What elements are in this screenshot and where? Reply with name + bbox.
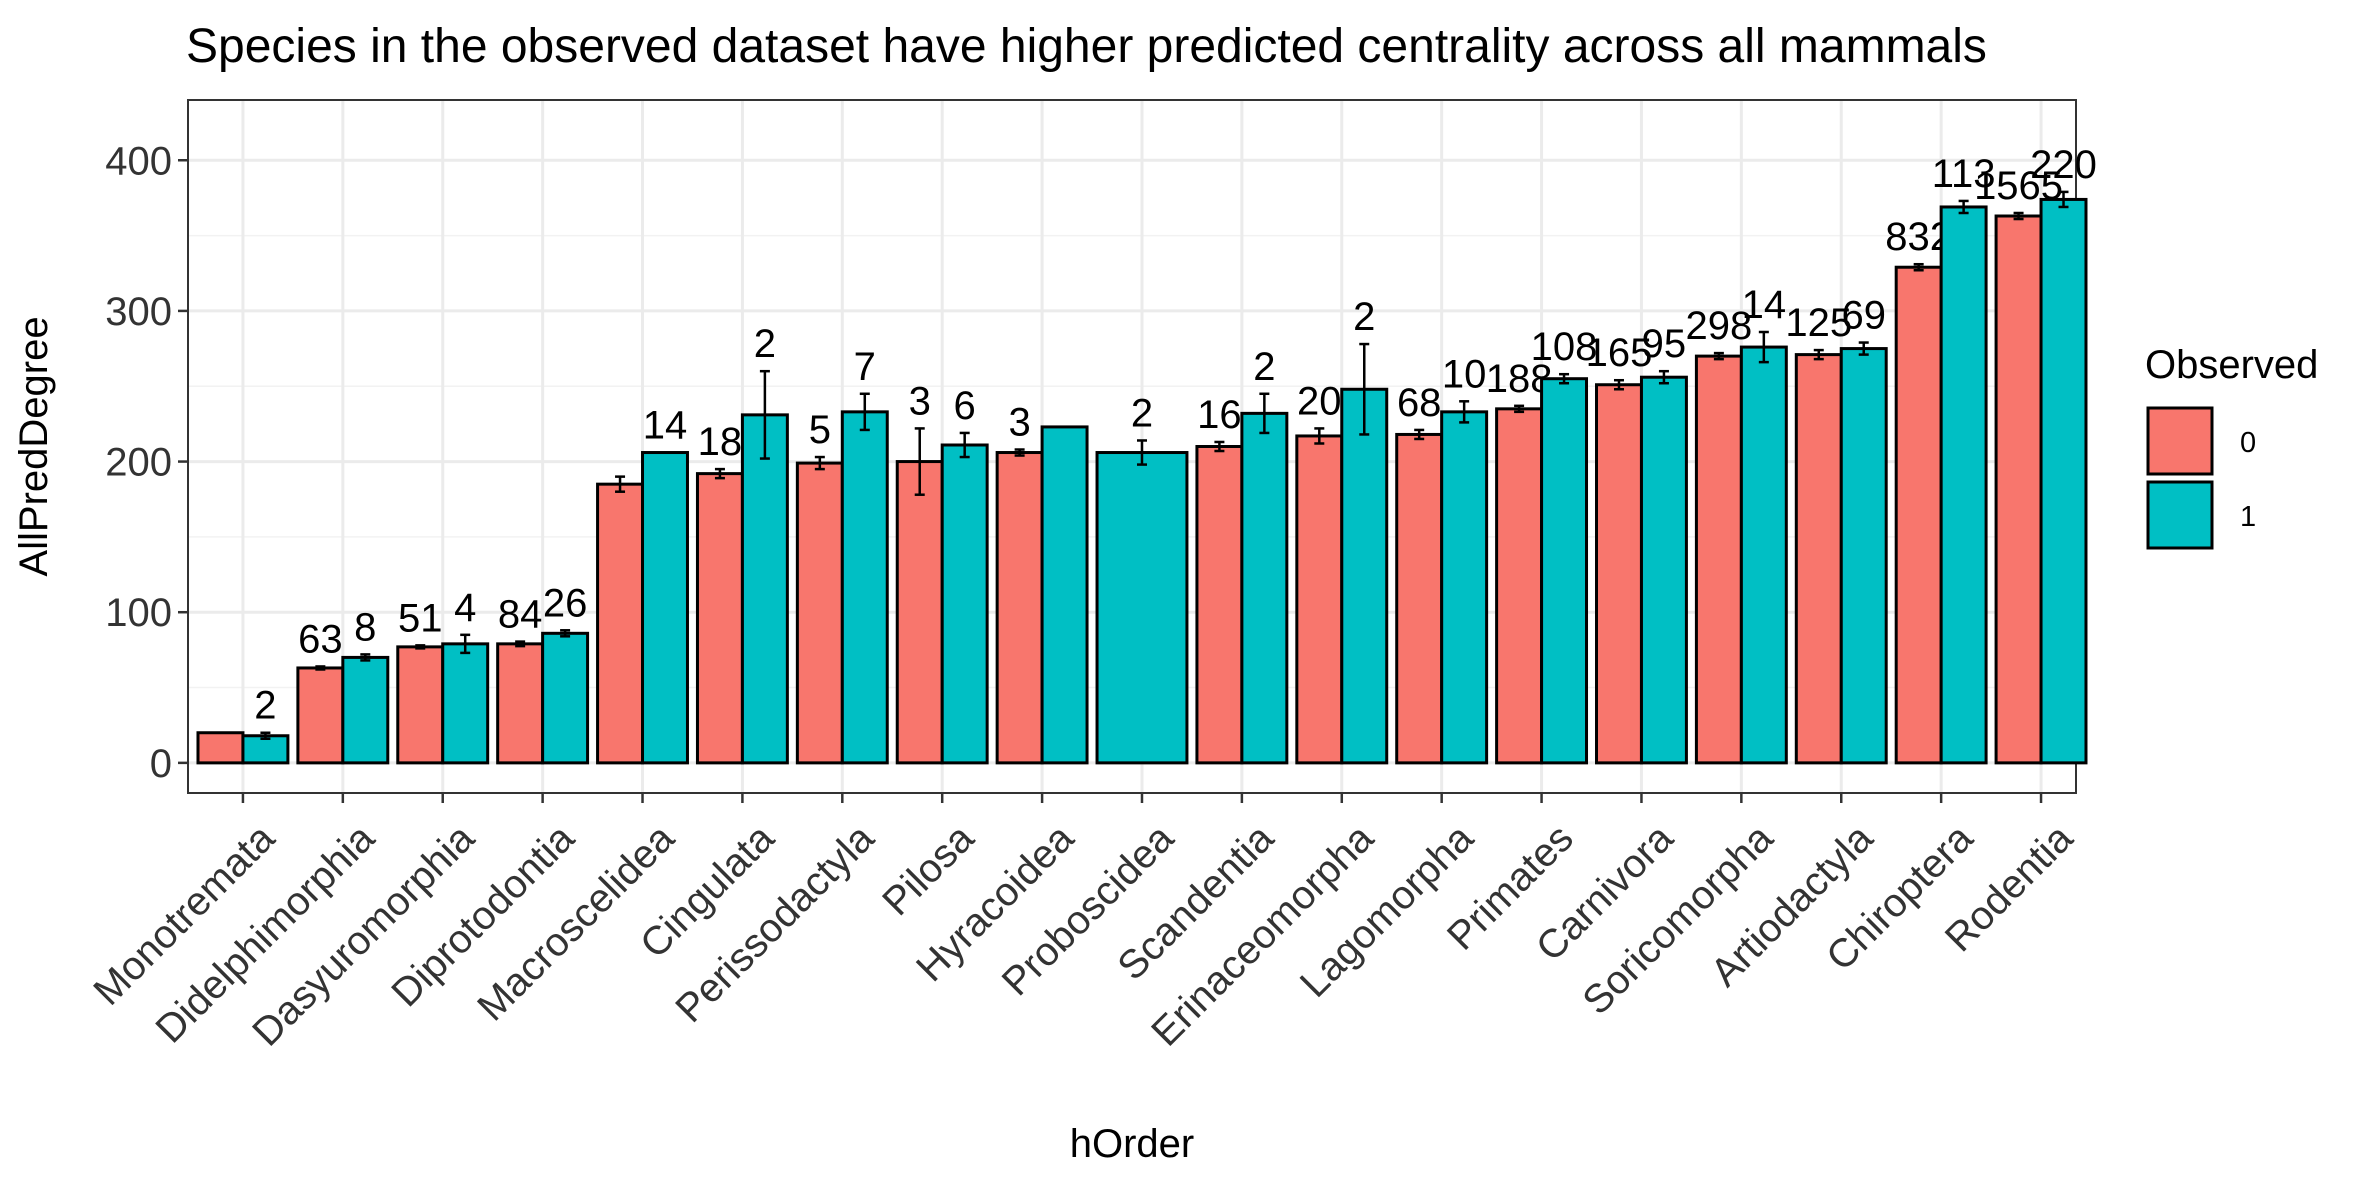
bar-Artiodactyla-1: [1839, 347, 1888, 765]
bar-Scandentia-0: [1195, 445, 1244, 765]
bar-Macroscelidea-1: [641, 451, 689, 765]
count-label: 2: [1253, 345, 1275, 389]
count-label: 2: [1131, 391, 1153, 435]
count-label: 165: [1586, 331, 1653, 375]
y-tick-label: 300: [105, 290, 172, 334]
count-label: 68: [1397, 381, 1442, 425]
bar-Soricomorpha-0: [1694, 354, 1743, 765]
bar-Diprotodontia-0: [496, 642, 545, 765]
bar-Artiodactyla-0: [1794, 353, 1843, 765]
bar-Perissodactyla-1: [840, 410, 889, 765]
count-label: 51: [398, 596, 443, 640]
bar-Macroscelidea-0: [596, 482, 645, 765]
bar-Monotremata-0: [196, 731, 245, 765]
count-label: 6: [954, 384, 976, 428]
count-label: 113: [1932, 152, 1996, 196]
count-label: 7: [854, 345, 876, 389]
bar-Soricomorpha-1: [1739, 345, 1788, 765]
count-label: 220: [2030, 143, 2097, 187]
count-label: 3: [1008, 401, 1030, 445]
bar-Rodentia-0: [1994, 214, 2043, 765]
bar-Primates-0: [1495, 407, 1544, 765]
count-label: 2: [254, 684, 276, 728]
legend-key-1: [2146, 480, 2214, 550]
bar-Perissodactyla-0: [795, 461, 844, 765]
bar-Dasyuromorphia-1: [441, 642, 490, 765]
count-label: 18: [698, 420, 743, 464]
count-label: 125: [1785, 301, 1852, 345]
y-tick-label: 400: [105, 139, 172, 183]
legend-title: Observed: [2145, 343, 2318, 387]
bar-Proboscidea-1: [1095, 451, 1189, 765]
count-label: 2: [1353, 295, 1375, 339]
chart-title: Species in the observed dataset have hig…: [186, 20, 1987, 73]
bar-Rodentia-1: [2039, 197, 2088, 765]
y-axis-title: AllPredDegree: [12, 316, 56, 576]
count-label: 14: [1742, 283, 1787, 327]
bar-Erinaceomorpha-1: [1340, 387, 1389, 765]
bar-Hyracoidea-1: [1040, 425, 1089, 765]
y-tick-label: 0: [150, 742, 172, 786]
bar-Scandentia-1: [1240, 411, 1289, 765]
count-label: 95: [1642, 322, 1687, 366]
count-label: 5: [809, 408, 831, 452]
count-label: 108: [1531, 325, 1598, 369]
bar-Pilosa-0: [895, 460, 944, 765]
bar-Hyracoidea-0: [995, 451, 1044, 765]
x-axis-title: hOrder: [1070, 1122, 1195, 1166]
count-label: 16: [1197, 393, 1242, 437]
bar-Didelphimorphia-0: [296, 666, 345, 765]
count-label: 69: [1841, 294, 1886, 338]
legend: Observed 0 1: [2145, 343, 2318, 550]
bar-Carnivora-1: [1639, 375, 1688, 765]
count-label: 26: [543, 581, 588, 625]
x-tick-label: Lagomorpha: [1292, 816, 1482, 1006]
bar-Chiroptera-0: [1894, 265, 1943, 765]
bar-Didelphimorphia-1: [341, 655, 390, 765]
count-label: 84: [498, 593, 543, 637]
bar-Diprotodontia-1: [541, 631, 590, 765]
bar-Cingulata-1: [740, 413, 789, 765]
bar-Lagomorpha-0: [1395, 432, 1444, 765]
bar-Chiroptera-1: [1939, 205, 1988, 765]
count-label: 10: [1442, 352, 1487, 396]
y-tick-label: 200: [105, 441, 172, 485]
bar-Primates-1: [1540, 377, 1589, 765]
bar-Pilosa-1: [940, 443, 989, 765]
bar-Monotremata-1: [241, 734, 290, 765]
count-label: 3: [909, 379, 931, 423]
bar-Cingulata-0: [695, 472, 744, 765]
count-label: 4: [454, 586, 476, 630]
count-label: 14: [643, 404, 688, 448]
bar-Erinaceomorpha-0: [1295, 434, 1344, 765]
count-label: 2: [754, 322, 776, 366]
legend-label-0: 0: [2240, 427, 2256, 459]
count-label: 63: [298, 617, 343, 661]
bar-Lagomorpha-1: [1440, 410, 1489, 765]
count-label: 8: [354, 605, 376, 649]
count-label: 20: [1297, 379, 1342, 423]
legend-label-1: 1: [2240, 501, 2256, 533]
bar-Dasyuromorphia-0: [396, 645, 445, 765]
legend-key-0: [2146, 406, 2214, 476]
count-label: 298: [1686, 304, 1753, 348]
y-tick-label: 100: [105, 591, 172, 635]
bar-Carnivora-0: [1595, 383, 1643, 765]
